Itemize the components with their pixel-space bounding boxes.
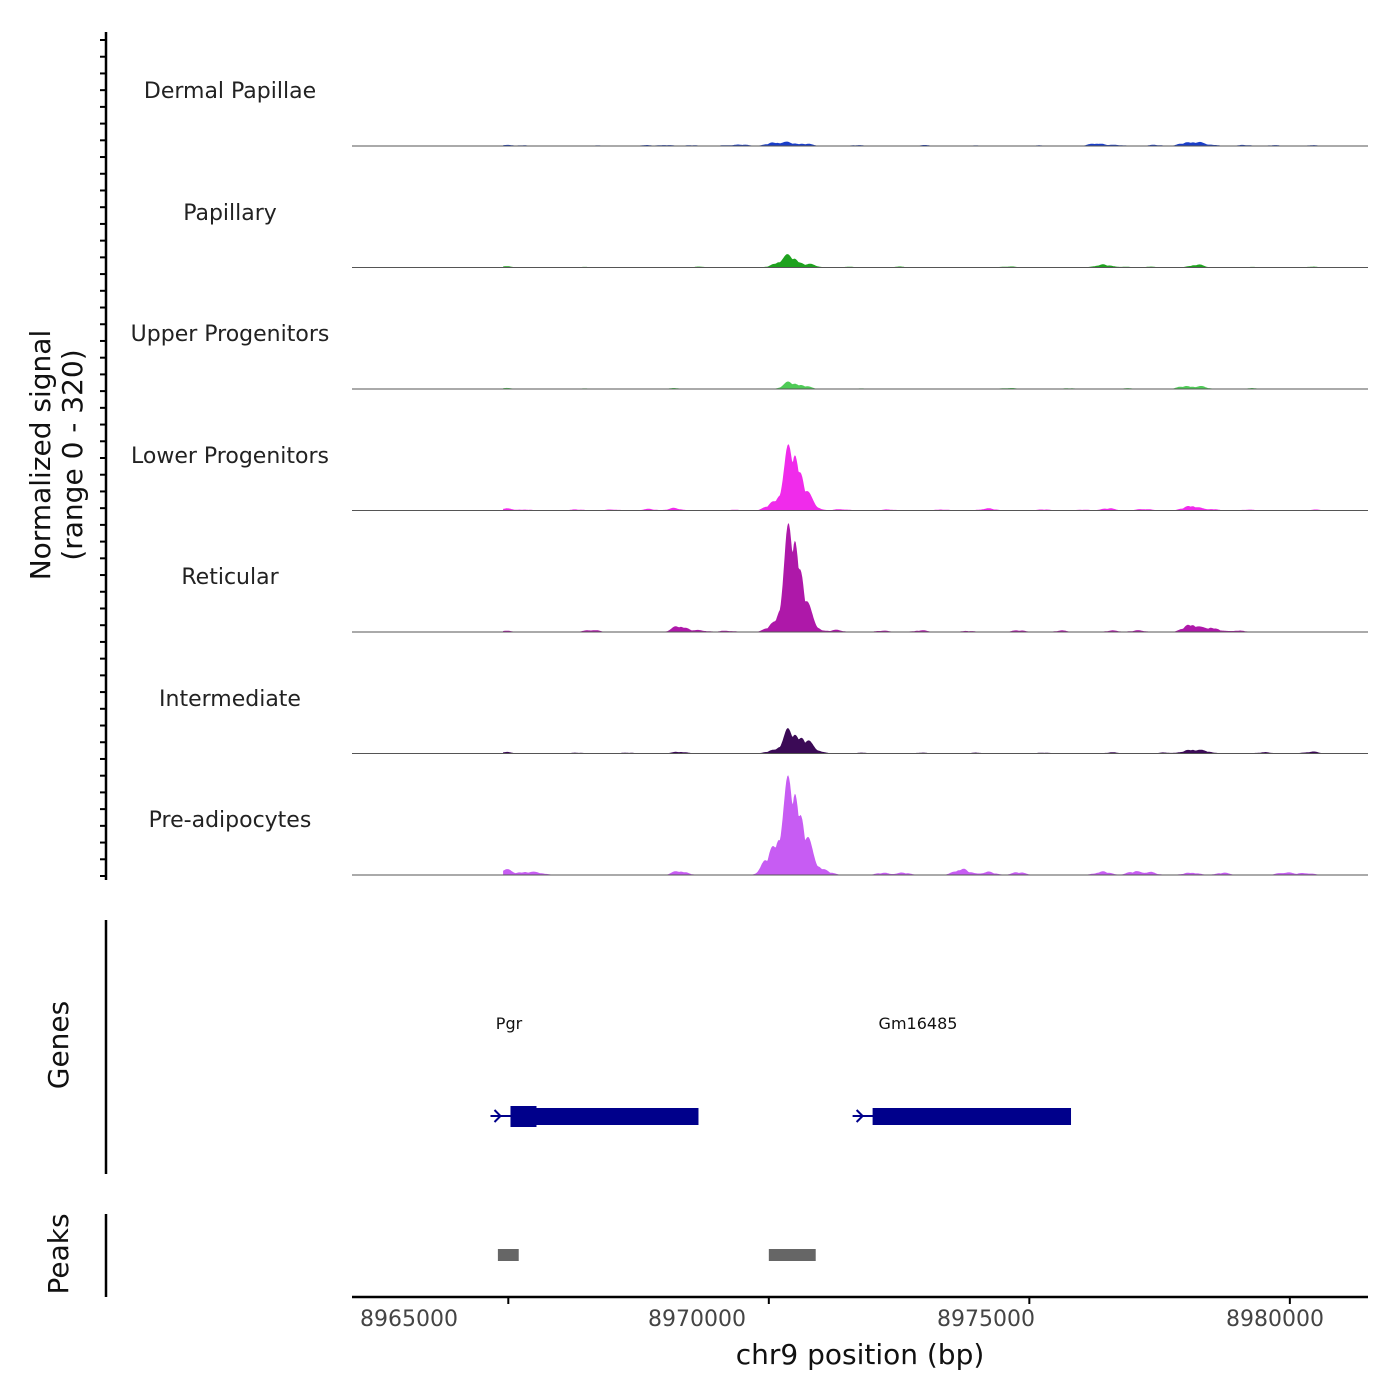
signal-area [503,141,1337,146]
y-axis-label-line1: Normalized signal [24,329,57,581]
x-tick-label: 8980000 [1226,1307,1324,1332]
signal-area [503,523,1337,632]
genes-panel-label: Genes [42,1000,75,1090]
track-label-dermal-papillae: Dermal Papillae [143,79,317,104]
gene-body [510,1108,699,1125]
signal-area [503,444,1337,511]
x-axis-label: chr9 position (bp) [735,1338,985,1371]
signal-area [503,775,1337,875]
gene-strand-arrow [493,1109,502,1123]
y-axis-label-line2: (range 0 - 320) [56,349,90,561]
y-axis-label: Normalized signal (range 0 - 320) [24,230,95,680]
track-label-papillary: Papillary [183,201,277,226]
track-label-pre-adipocytes: Pre-adipocytes [148,808,312,833]
peaks-panel-label: Peaks [42,1213,75,1295]
track-label-reticular: Reticular [181,565,279,590]
gene-label-pgr: Pgr [495,1014,523,1033]
gene-exon [510,1106,537,1127]
signal-area [503,728,1337,754]
signal-area [503,381,1337,389]
gene-label-gm16485: Gm16485 [878,1014,958,1033]
track-label-upper-progenitors: Upper Progenitors [130,322,330,347]
track-label-lower-progenitors: Lower Progenitors [131,444,329,469]
peak-region [768,1249,816,1261]
x-tick-label: 8965000 [360,1307,458,1332]
peak-region [497,1249,519,1261]
signal-area [503,254,1337,268]
gene-strand-arrow [855,1109,865,1123]
x-tick-label: 8975000 [937,1307,1035,1332]
x-tick-label: 8970000 [648,1307,746,1332]
gene-body [872,1108,1072,1125]
track-label-intermediate: Intermediate [159,687,301,712]
